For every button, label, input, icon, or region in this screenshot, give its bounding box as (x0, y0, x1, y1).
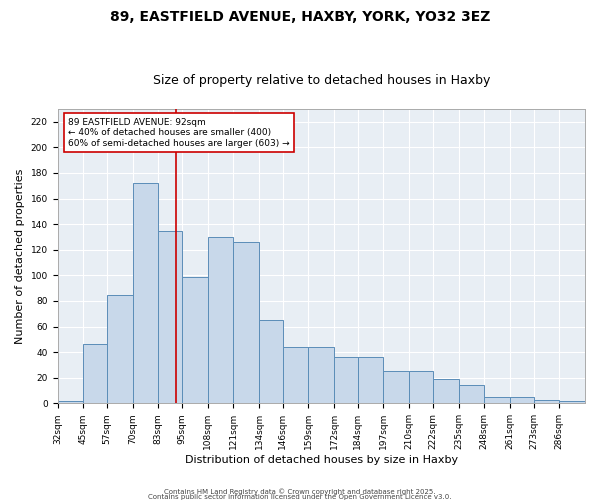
Bar (458, 386, 484, 404)
Bar (208, 237, 233, 404)
Bar (259, 320, 283, 404)
Bar (533, 400, 559, 404)
Bar (107, 294, 133, 404)
Bar (233, 242, 259, 404)
Bar (133, 183, 158, 404)
Bar (158, 230, 182, 404)
Bar (182, 276, 208, 404)
Bar (58, 401, 83, 404)
Bar (334, 358, 358, 404)
Text: 89 EASTFIELD AVENUE: 92sqm
← 40% of detached houses are smaller (400)
60% of sem: 89 EASTFIELD AVENUE: 92sqm ← 40% of deta… (68, 118, 290, 148)
Bar (308, 347, 334, 404)
Bar (484, 397, 510, 404)
Text: Contains public sector information licensed under the Open Government Licence v3: Contains public sector information licen… (148, 494, 452, 500)
Bar (83, 344, 107, 404)
Bar (283, 347, 308, 404)
Bar (433, 379, 458, 404)
Bar (409, 372, 433, 404)
Bar (559, 401, 585, 404)
Bar (510, 397, 533, 404)
Title: Size of property relative to detached houses in Haxby: Size of property relative to detached ho… (152, 74, 490, 87)
X-axis label: Distribution of detached houses by size in Haxby: Distribution of detached houses by size … (185, 455, 458, 465)
Y-axis label: Number of detached properties: Number of detached properties (15, 168, 25, 344)
Bar (358, 358, 383, 404)
Text: Contains HM Land Registry data © Crown copyright and database right 2025.: Contains HM Land Registry data © Crown c… (164, 488, 436, 495)
Bar (383, 372, 409, 404)
Text: 89, EASTFIELD AVENUE, HAXBY, YORK, YO32 3EZ: 89, EASTFIELD AVENUE, HAXBY, YORK, YO32 … (110, 10, 490, 24)
